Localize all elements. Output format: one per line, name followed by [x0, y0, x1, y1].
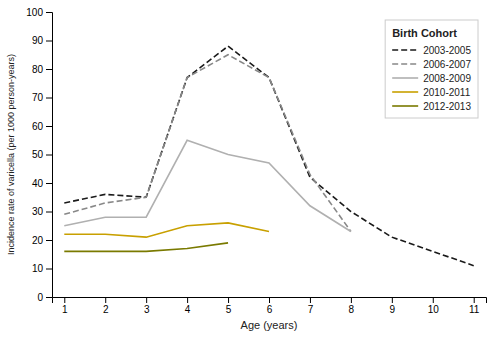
legend-title: Birth Cohort [392, 27, 457, 39]
x-axis: 1 2 3 4 5 6 7 8 9 10 11 [53, 297, 487, 315]
y-tick: 90 [32, 35, 52, 46]
x-tick: 10 [428, 297, 440, 315]
y-tick-mark [46, 183, 52, 184]
y-tick-mark [46, 297, 52, 298]
legend-frame [385, 20, 478, 118]
x-tick-mark [392, 297, 393, 303]
y-tick: 100 [26, 7, 52, 18]
y-tick-label: 40 [32, 178, 44, 189]
y-tick-label: 90 [32, 35, 44, 46]
x-tick-mark [269, 297, 270, 303]
y-tick-label: 60 [32, 121, 44, 132]
x-tick-label: 8 [349, 304, 355, 315]
y-tick: 10 [32, 263, 52, 274]
y-tick-mark [46, 126, 52, 127]
y-tick-mark [46, 12, 52, 13]
y-axis-title: Incidence rate of varicella (per 1000 pe… [6, 54, 16, 255]
y-tick-mark [46, 212, 52, 213]
legend-entry: 2010-2011 [423, 87, 471, 98]
x-tick: 8 [349, 297, 355, 315]
x-tick-label: 6 [267, 304, 273, 315]
x-tick-label: 4 [185, 304, 191, 315]
x-tick-label: 3 [144, 304, 150, 315]
legend: Birth Cohort 2003-2005 2006-2007 2008-2009 2… [385, 20, 478, 118]
y-tick-label: 20 [32, 235, 44, 246]
legend-entry: 2003-2005 [423, 45, 471, 56]
y-tick-label: 0 [37, 292, 43, 303]
x-tick-label: 5 [226, 304, 232, 315]
x-tick: 6 [267, 297, 273, 315]
y-axis-line [46, 13, 53, 298]
x-tick-mark [146, 297, 147, 303]
x-tick-mark [351, 297, 352, 303]
series-line [64, 55, 351, 232]
x-tick: 5 [226, 297, 232, 315]
legend-entry: 2008-2009 [423, 73, 471, 84]
x-tick-mark [228, 297, 229, 303]
x-tick: 9 [390, 297, 396, 315]
y-tick-mark [46, 240, 52, 241]
x-tick: 4 [185, 297, 191, 315]
y-tick: 70 [32, 92, 52, 103]
series-line [64, 243, 228, 252]
legend-swatch [392, 63, 418, 65]
legend-swatch [392, 77, 418, 79]
legend-swatch [392, 105, 418, 107]
y-tick-mark [46, 69, 52, 70]
y-tick-label: 100 [26, 7, 43, 18]
x-tick-label: 9 [390, 304, 396, 315]
y-tick-label: 50 [32, 149, 44, 160]
y-tick-mark [46, 155, 52, 156]
y-tick-mark [46, 98, 52, 99]
x-tick-label: 10 [428, 304, 440, 315]
x-tick: 3 [144, 297, 150, 315]
y-tick: 0 [37, 292, 52, 303]
x-tick: 7 [308, 297, 314, 315]
y-tick: 50 [32, 149, 52, 160]
x-axis-title: Age (years) [241, 319, 298, 331]
y-tick-label: 80 [32, 64, 44, 75]
x-tick-mark [474, 297, 475, 303]
x-tick-mark [105, 297, 106, 303]
x-tick-mark [310, 297, 311, 303]
y-tick-label: 30 [32, 206, 44, 217]
y-tick: 20 [32, 235, 52, 246]
legend-swatch [392, 91, 418, 93]
legend-entry: 2012-2013 [423, 101, 471, 112]
x-tick: 2 [103, 297, 109, 315]
y-tick-label: 10 [32, 263, 44, 274]
legend-swatch [392, 49, 418, 51]
x-tick-mark [187, 297, 188, 303]
y-tick: 40 [32, 178, 52, 189]
y-tick-label: 70 [32, 92, 44, 103]
x-tick: 11 [469, 297, 480, 315]
x-axis-line [53, 298, 487, 304]
x-tick-label: 11 [469, 304, 480, 315]
x-tick-mark [64, 297, 65, 303]
y-tick: 30 [32, 206, 52, 217]
y-axis: 0 10 20 30 40 50 60 70 80 90 100 [26, 7, 52, 303]
y-tick-mark [46, 269, 52, 270]
x-tick-label: 7 [308, 304, 314, 315]
x-tick-label: 2 [103, 304, 109, 315]
x-tick-mark [433, 297, 434, 303]
legend-entry: 2006-2007 [423, 59, 471, 70]
y-tick-mark [46, 41, 52, 42]
chart: 1 2 3 4 5 6 7 8 9 10 11 0 10 20 30 40 50 60 70 80 90 100 Age (… [0, 0, 500, 337]
series-line [64, 223, 269, 237]
x-tick: 1 [62, 297, 68, 315]
x-tick-label: 1 [62, 304, 68, 315]
y-tick: 80 [32, 64, 52, 75]
series-line [64, 140, 351, 231]
y-tick: 60 [32, 121, 52, 132]
